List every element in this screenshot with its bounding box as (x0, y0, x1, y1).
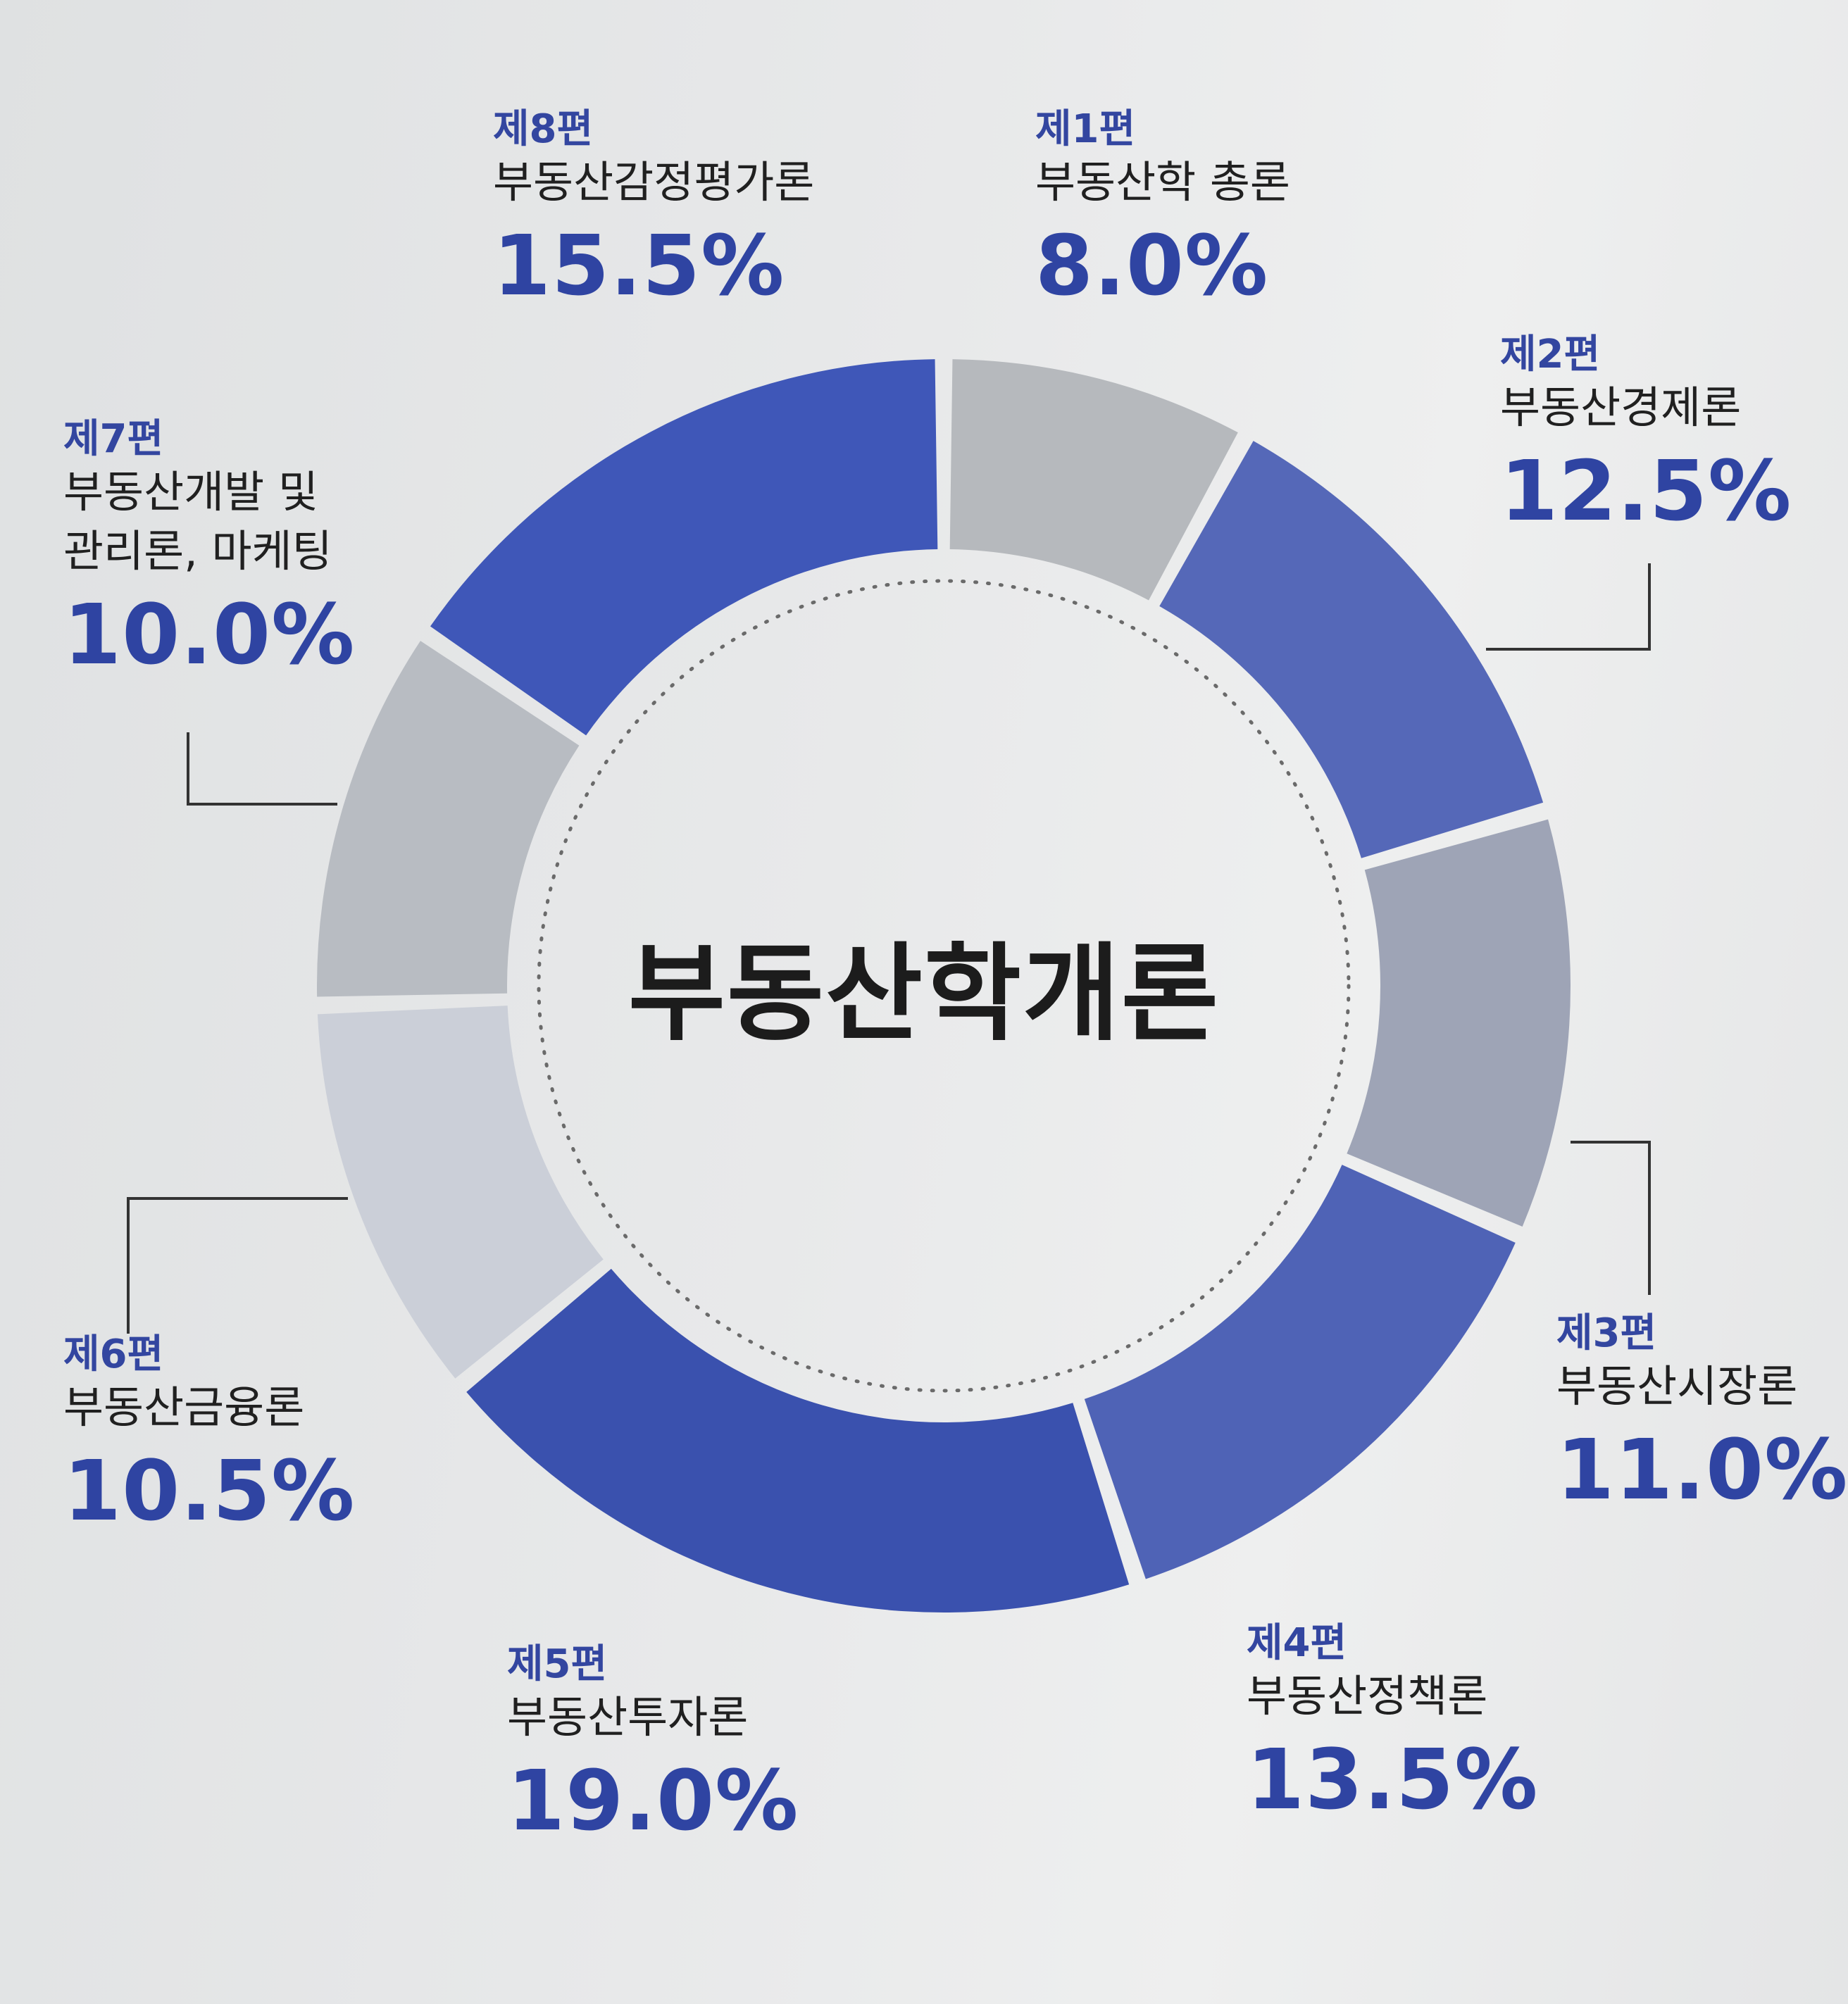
part-number: 제3편 (1556, 1310, 1657, 1356)
label-part7: 제7편 부동산개발 및 관리론, 마케팅 10.0% (63, 415, 355, 689)
part-title: 부동산경제론 (1500, 382, 1742, 434)
donut-segment-part1 (949, 359, 1238, 601)
leader-line-part3 (1571, 1141, 1651, 1295)
part-title: 부동산개발 및 관리론, 마케팅 (63, 466, 332, 577)
part-title: 부동산정책론 (1247, 1670, 1488, 1722)
part-title: 부동산투자론 (507, 1691, 749, 1743)
part-number: 제4편 (1247, 1620, 1347, 1666)
leader-line-part7 (187, 732, 337, 806)
part-number: 제2편 (1500, 332, 1601, 377)
label-part6: 제6편 부동산금융론 10.5% (63, 1331, 355, 1545)
part-percentage: 15.5% (493, 216, 785, 314)
label-part8: 제8편 부동산감정평가론 15.5% (493, 106, 814, 320)
part-title: 부동산감정평가론 (493, 156, 815, 208)
part-percentage: 19.0% (507, 1751, 799, 1849)
donut-segment-part6 (317, 1006, 604, 1379)
part-number: 제6편 (63, 1332, 164, 1377)
part-percentage: 12.5% (1500, 441, 1792, 539)
part-title: 부동산시장론 (1556, 1360, 1798, 1413)
part-number: 제8편 (493, 106, 594, 152)
donut-segment-part5 (466, 1268, 1130, 1612)
label-part1: 제1편 부동산학 총론 8.0% (1035, 106, 1290, 320)
part-number: 제5편 (507, 1641, 608, 1687)
donut-segment-part7 (317, 641, 580, 997)
part-title: 부동산학 총론 (1035, 156, 1290, 208)
label-part5: 제5편 부동산투자론 19.0% (507, 1641, 799, 1855)
leader-line-part2 (1486, 563, 1651, 651)
label-part4: 제4편 부동산정책론 13.5% (1247, 1620, 1538, 1834)
donut-segment-part8 (430, 359, 938, 736)
center-dotted-ring (537, 579, 1351, 1393)
part-percentage: 10.5% (63, 1441, 356, 1539)
part-percentage: 10.0% (63, 585, 356, 683)
label-part3: 제3편 부동산시장론 11.0% (1556, 1310, 1848, 1524)
donut-segment-part2 (1159, 441, 1544, 858)
part-title: 부동산금융론 (63, 1382, 305, 1434)
part-number: 제1편 (1035, 106, 1136, 152)
part-percentage: 8.0% (1035, 216, 1269, 314)
donut-segment-part4 (1084, 1165, 1516, 1579)
donut-segment-part3 (1347, 819, 1571, 1227)
chart-title: 부동산학개론 (628, 933, 1220, 1056)
part-percentage: 13.5% (1247, 1730, 1539, 1828)
leader-line-part6 (127, 1197, 348, 1334)
part-percentage: 11.0% (1556, 1420, 1848, 1518)
label-part2: 제2편 부동산경제론 12.5% (1500, 331, 1792, 545)
part-number: 제7편 (63, 416, 164, 462)
